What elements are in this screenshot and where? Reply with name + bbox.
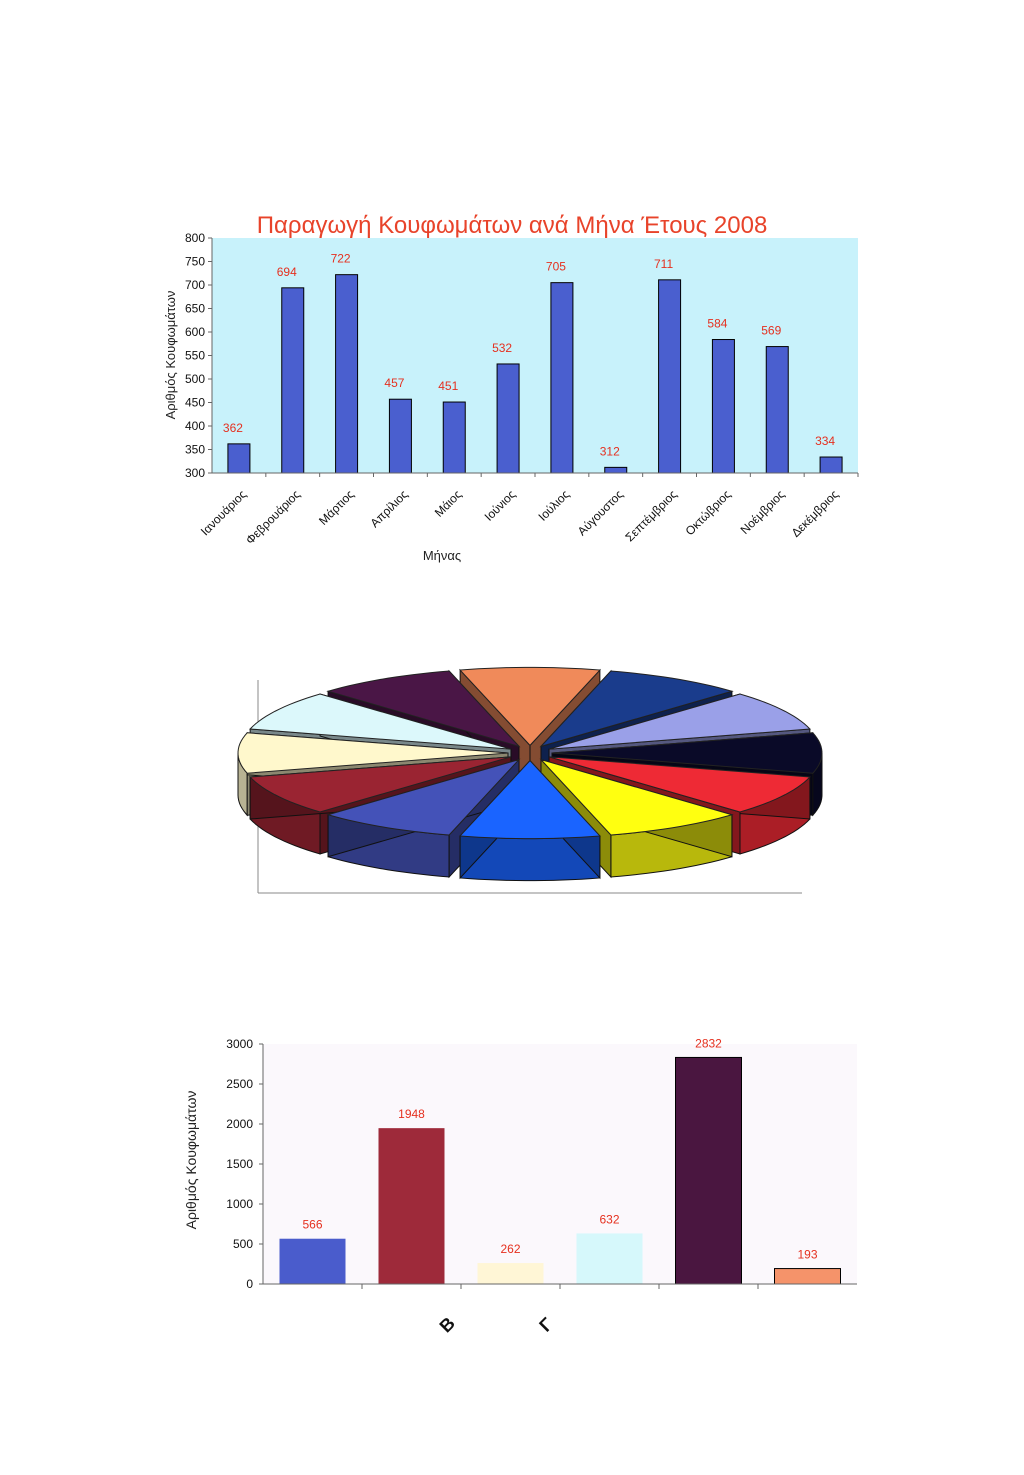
bar	[711, 339, 735, 474]
bar	[774, 1268, 841, 1285]
y-tick-label: 500	[185, 372, 205, 386]
pie-svg	[237, 666, 823, 894]
x-tick-label: Μάρτιος	[316, 487, 357, 528]
bar	[819, 456, 843, 474]
bar	[388, 398, 412, 474]
y-tick-label: 2500	[226, 1077, 253, 1091]
bar	[576, 1233, 643, 1284]
y-tick-label: 300	[185, 466, 205, 480]
pie-slice	[548, 693, 811, 750]
data-label: 705	[546, 260, 566, 274]
pie-slice	[249, 756, 512, 813]
y-tick-label: 1500	[226, 1157, 253, 1171]
x-tick-label: Σεπτέμβριος	[622, 487, 679, 544]
y-tick-label: 350	[185, 443, 205, 457]
data-label: 362	[223, 421, 243, 435]
plot-area	[212, 238, 858, 473]
pie-slice	[326, 758, 521, 836]
pie-slice	[539, 758, 734, 836]
pie-slice	[551, 732, 823, 774]
data-label: 722	[331, 252, 351, 266]
pie-slice	[539, 670, 734, 748]
y-tick-label: 1000	[226, 1197, 253, 1211]
x-tick-label: Μάιος	[432, 487, 465, 520]
bar	[477, 1263, 544, 1284]
pie-chart	[0, 665, 1024, 910]
bar	[765, 346, 789, 474]
chart-title: Παραγωγή Κουφωμάτων ανά Μήνα Έτους 2008	[257, 212, 768, 239]
data-label: 694	[277, 265, 297, 279]
data-label: 711	[654, 257, 673, 271]
bar	[658, 279, 682, 474]
data-label: 584	[707, 317, 727, 331]
y-axis-label: Αριθμός Κουφωμάτων	[183, 1091, 199, 1230]
data-label: 1948	[398, 1107, 425, 1121]
y-tick-label: 650	[185, 302, 205, 316]
data-label: 312	[600, 444, 620, 458]
x-axis-label: Μήνας	[423, 548, 461, 563]
x-tick-label: Δεκέμβριος	[789, 487, 842, 540]
data-label: 532	[492, 341, 512, 355]
pie-slice	[237, 732, 509, 774]
bar	[378, 1128, 445, 1284]
category-chart: 0 500 1000 1500 2000 2500 3000 566 1948 262 632 28…	[0, 1025, 1024, 1350]
pie-slice	[548, 756, 811, 813]
x-tick-label: Ιούνιος	[482, 487, 519, 524]
y-tick-label: 800	[185, 231, 205, 245]
pie-slice	[459, 759, 601, 840]
y-tick-label: 700	[185, 278, 205, 292]
bar	[496, 363, 520, 474]
y-tick-label: 450	[185, 396, 205, 410]
category-svg: 0 500 1000 1500 2000 2500 3000 566 1948 262 632 28…	[183, 1036, 857, 1336]
pie-slice	[249, 693, 512, 750]
bar	[550, 282, 574, 474]
bar	[279, 1238, 346, 1284]
data-label: 566	[302, 1218, 322, 1232]
pie-slice	[459, 666, 601, 747]
bar	[442, 401, 466, 474]
x-tick-label: Γ	[535, 1314, 557, 1336]
y-tick-label: 600	[185, 325, 205, 339]
x-tick-label: Φεβρουάριος	[243, 487, 303, 547]
data-label: 457	[384, 376, 404, 390]
y-tick-label: 3000	[226, 1037, 253, 1051]
data-label: 193	[797, 1248, 817, 1262]
bar	[675, 1056, 742, 1285]
data-label: 2832	[695, 1036, 722, 1050]
x-tick-label: Ιούλιος	[535, 487, 572, 524]
x-tick-label: Οκτώβριος	[683, 487, 734, 538]
bar	[335, 274, 359, 474]
bar	[227, 443, 251, 474]
y-tick-label: 750	[185, 255, 205, 269]
bar	[281, 287, 305, 474]
data-label: 262	[500, 1242, 520, 1256]
y-tick-label: 0	[246, 1277, 253, 1291]
monthly-production-chart: Παραγωγή Κουφωμάτων ανά Μήνα Έτους 2008 …	[0, 200, 1024, 585]
x-tick-label: Ιανουάριος	[198, 487, 249, 538]
y-tick-label: 400	[185, 419, 205, 433]
data-label: 632	[599, 1212, 619, 1226]
x-tick-label: Β	[436, 1313, 459, 1336]
y-tick-label: 2000	[226, 1117, 253, 1131]
y-tick-label: 500	[233, 1237, 253, 1251]
pie-slice	[326, 670, 521, 748]
plot-area	[263, 1044, 857, 1284]
x-tick-label: Απρίλιος	[367, 487, 410, 530]
x-tick-label: Αύγουστος	[575, 487, 626, 538]
bar	[604, 466, 628, 474]
y-tick-label: 550	[185, 349, 205, 363]
data-label: 334	[815, 434, 835, 448]
y-axis-label: Αριθμός Κουφωμάτων	[163, 291, 178, 420]
data-label: 569	[761, 324, 781, 338]
data-label: 451	[438, 379, 458, 393]
x-tick-label: Νοέμβριος	[738, 487, 788, 537]
monthly-production-svg: Παραγωγή Κουφωμάτων ανά Μήνα Έτους 2008 …	[163, 212, 859, 563]
